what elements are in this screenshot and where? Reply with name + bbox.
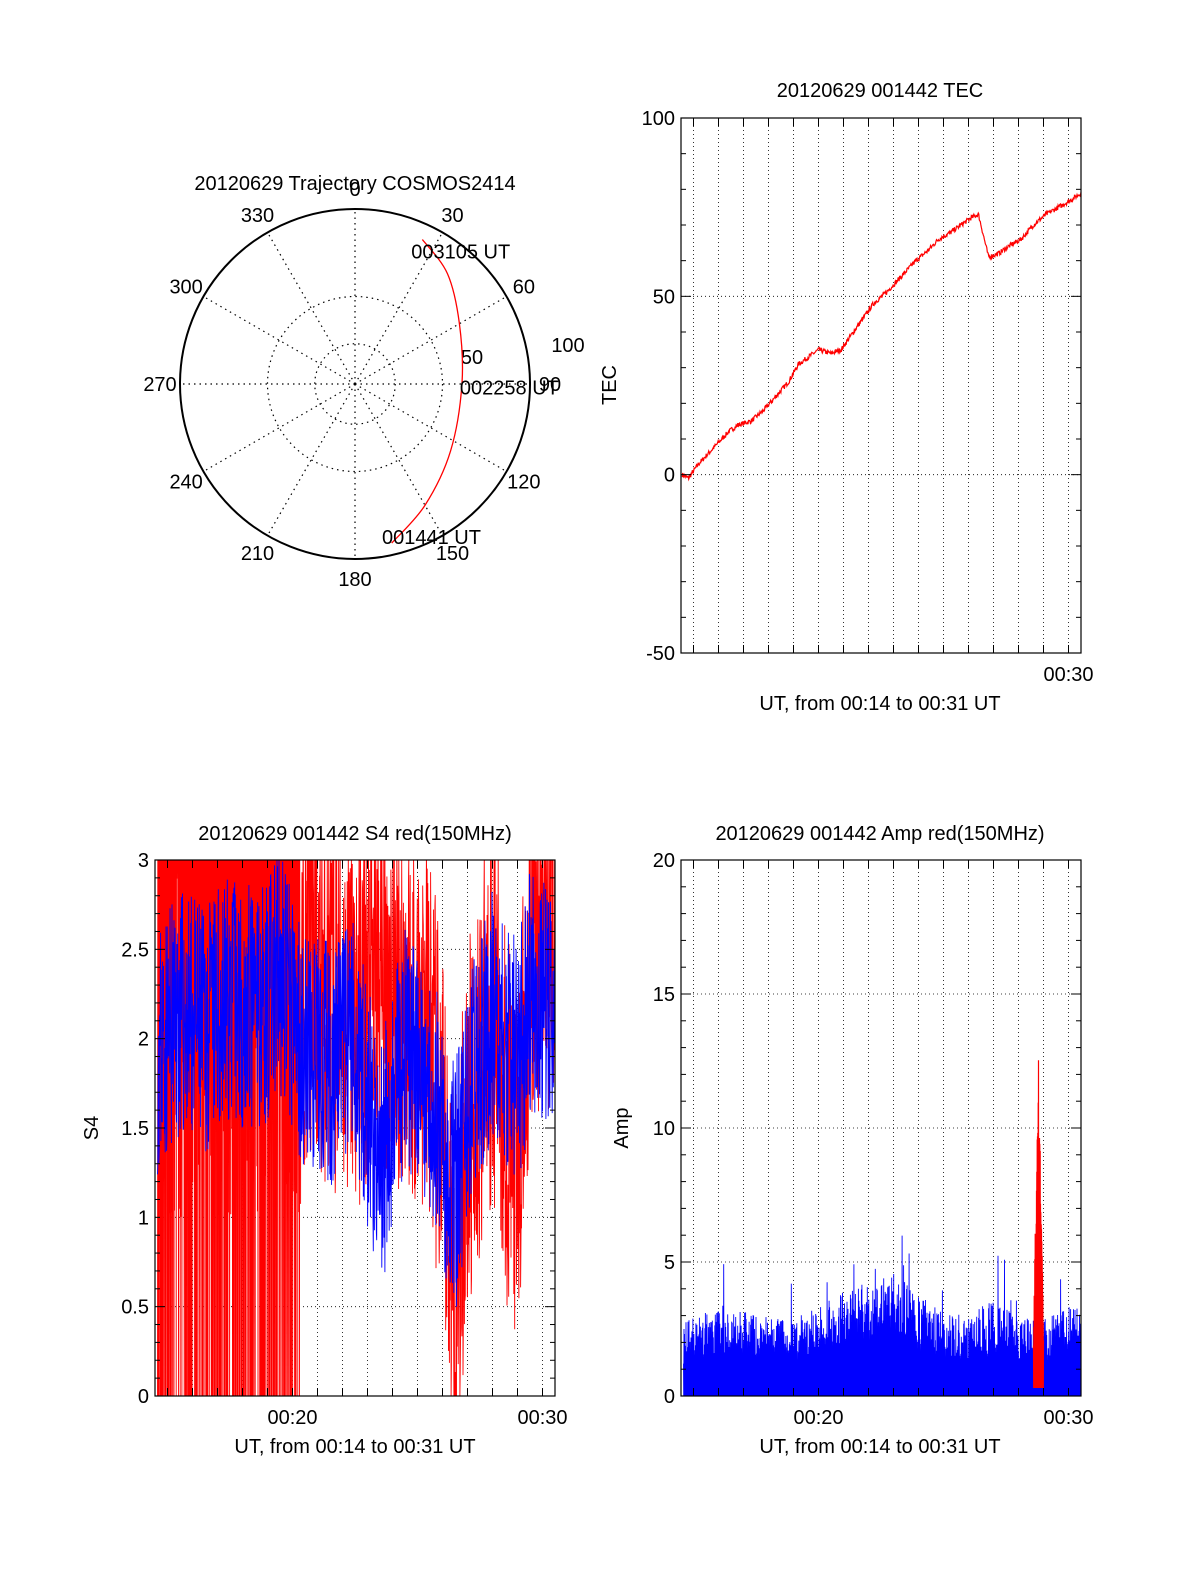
tec-series — [681, 192, 1082, 482]
trajectory-track — [391, 239, 464, 544]
s4-xlabel: UT, from 00:14 to 00:31 UT — [234, 1436, 475, 1458]
polar-spoke-330 — [266, 232, 356, 385]
p3-ytick-label: 0 — [664, 1386, 675, 1408]
p2-ytick-label: 1 — [138, 1207, 149, 1229]
polar-angle-label: 150 — [436, 543, 469, 565]
p2-xtick-label: 00:20 — [267, 1407, 317, 1429]
polar-radial-labels: 50 100 — [461, 335, 585, 369]
polar-angle-label: 30 — [441, 205, 463, 227]
p2-ytick-label: 2 — [138, 1029, 149, 1051]
p1-xtick-label: 00:30 — [1043, 664, 1093, 686]
p1-ytick-label: 100 — [642, 108, 675, 130]
polar-spoke-60 — [354, 295, 507, 385]
tec-tick-labels: -50 0 50 100 00:30 — [642, 108, 1094, 686]
tec-ylabel: TEC — [599, 365, 621, 405]
s4-blue-line — [157, 860, 555, 1307]
s4-tick-labels: 0 0.5 1 1.5 2 2.5 3 00:20 00:30 — [121, 850, 567, 1429]
trajectory-time-label: 001441 UT — [382, 527, 481, 549]
tec-panel: 20120629 001442 TEC TEC UT, from 00:14 t… — [599, 80, 1094, 715]
s4-ylabel: S4 — [81, 1116, 103, 1140]
amp-series — [683, 1060, 1082, 1397]
polar-angle-label: 300 — [169, 277, 202, 299]
polar-ring-1 — [314, 343, 396, 425]
p3-ytick-label: 5 — [664, 1252, 675, 1274]
s4-panel: 20120629 001442 S4 red(150MHz) S4 UT, fr… — [81, 823, 568, 1458]
s4-title: 20120629 001442 S4 red(150MHz) — [198, 823, 512, 845]
polar-angle-label: 240 — [169, 472, 202, 494]
polar-angle-label: 0 — [349, 179, 360, 201]
polar-ring-0 — [266, 295, 444, 473]
tec-title: 20120629 001442 TEC — [777, 80, 983, 102]
trajectory-time-label: 002258 UT — [460, 378, 559, 400]
polar-angle-label: 180 — [338, 569, 371, 591]
p3-xtick-label: 00:20 — [793, 1407, 843, 1429]
p1-ytick-label: -50 — [646, 643, 675, 665]
polar-radial-label: 100 — [551, 335, 584, 357]
polar-angle-label: 270 — [143, 374, 176, 396]
polar-angle-label: 90 — [539, 374, 561, 396]
amp-ylabel: Amp — [611, 1107, 633, 1148]
polar-angle-label: 330 — [241, 205, 274, 227]
p2-ytick-label: 0.5 — [121, 1297, 149, 1319]
amp-red-spike — [1032, 1060, 1045, 1389]
polar-spoke-240 — [203, 383, 356, 473]
amp-blue-line — [683, 1235, 1082, 1397]
tec-grid — [681, 117, 1081, 654]
p3-ytick-label: 20 — [653, 850, 675, 872]
p2-xtick-label: 00:30 — [517, 1407, 567, 1429]
tec-line — [681, 192, 1082, 482]
s4-series — [157, 860, 555, 1396]
polar-outer-circle — [179, 208, 531, 560]
p3-xtick-label: 00:30 — [1043, 1407, 1093, 1429]
amp-tick-labels: 0 5 10 15 20 00:20 00:30 — [653, 850, 1094, 1429]
polar-angle-labels: 0 30 60 90 120 150 180 210 240 270 300 330 — [143, 179, 561, 591]
polar-grid — [179, 208, 531, 560]
p3-ytick-label: 15 — [653, 984, 675, 1006]
trajectory-annotations: 003105 UT 002258 UT 001441 UT — [382, 242, 559, 550]
polar-angle-label: 210 — [241, 543, 274, 565]
amp-xlabel: UT, from 00:14 to 00:31 UT — [759, 1436, 1000, 1458]
polar-spoke-210 — [266, 383, 356, 536]
polar-angle-label: 60 — [513, 277, 535, 299]
amp-panel: 20120629 001442 Amp red(150MHz) Amp UT, … — [611, 823, 1094, 1458]
p1-ytick-label: 0 — [664, 465, 675, 487]
polar-title: 20120629 Trajectory COSMOS2414 — [194, 173, 515, 195]
polar-trajectory-panel: 20120629 Trajectory COSMOS2414 0 30 60 90 12… — [143, 173, 584, 591]
trajectory-line — [391, 239, 464, 544]
p1-ytick-label: 50 — [653, 286, 675, 308]
tec-xlabel: UT, from 00:14 to 00:31 UT — [759, 693, 1000, 715]
polar-angle-label: 120 — [507, 472, 540, 494]
tec-plot-frame — [680, 117, 1082, 654]
p2-ytick-label: 0 — [138, 1386, 149, 1408]
p2-ytick-label: 1.5 — [121, 1118, 149, 1140]
amp-title: 20120629 001442 Amp red(150MHz) — [715, 823, 1044, 845]
trajectory-time-label: 003105 UT — [411, 242, 510, 264]
polar-radial-label: 50 — [461, 347, 483, 369]
p3-ytick-label: 10 — [653, 1118, 675, 1140]
p2-ytick-label: 3 — [138, 850, 149, 872]
polar-spoke-150 — [354, 383, 444, 536]
p2-ytick-label: 2.5 — [121, 939, 149, 961]
